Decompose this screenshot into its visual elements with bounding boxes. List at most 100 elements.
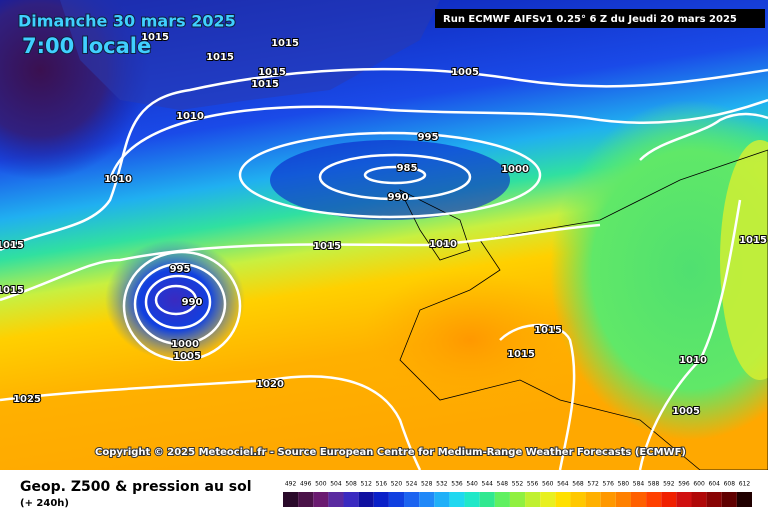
legend-label: 512 [360, 481, 372, 488]
isobar-label: 995 [418, 132, 439, 143]
isobar-label: 1015 [0, 240, 24, 251]
copyright: Copyright © 2025 Meteociel.fr - Source E… [95, 447, 686, 458]
footer-title: Geop. Z500 & pression au sol [20, 479, 252, 495]
date: Dimanche 30 mars 2025 [18, 12, 236, 31]
isobar-label: 1015 [141, 32, 169, 43]
legend-swatch [585, 492, 601, 507]
legend-swatch [736, 492, 752, 507]
legend-swatch [630, 492, 647, 507]
isobar-label: 1005 [173, 351, 201, 362]
legend-swatch [615, 492, 631, 507]
legend-label: 548 [497, 481, 509, 488]
isobar [363, 165, 427, 185]
footer-lead: (+ 240h) [20, 498, 69, 509]
isobar [0, 223, 601, 302]
legend-label: 508 [345, 481, 357, 488]
isobar-labels: 1015 1015 1015 1015 1015 1005 1010 995 985 990 100… [0, 31, 768, 418]
isobar-label: 1000 [501, 164, 529, 175]
isobar-label: 1015 [0, 285, 24, 296]
time: 7:00 locale [22, 34, 151, 58]
isobar [0, 67, 768, 252]
isobar-label: 1005 [672, 406, 700, 417]
legend-label: 536 [451, 481, 463, 488]
isobars [0, 67, 768, 471]
field [550, 100, 768, 440]
isobar [154, 284, 198, 316]
legend-swatch [646, 492, 662, 507]
legend-swatch [343, 492, 359, 507]
legend-swatch [479, 492, 495, 507]
legend-swatch [676, 492, 692, 507]
legend-swatch [509, 492, 526, 507]
isobar-label: 1025 [13, 394, 41, 405]
isobar-label: 1010 [176, 111, 204, 122]
legend: 492 496 500 504 508 512 516 520 524 528 532 536 540 5… [283, 481, 752, 507]
legend-swatch [283, 492, 299, 507]
isobar-label: 995 [170, 264, 191, 275]
isobar [238, 131, 542, 219]
isobar [318, 153, 472, 201]
legend-label: 592 [663, 481, 675, 488]
legend-label: 612 [739, 481, 751, 488]
legend-swatch [298, 492, 314, 507]
legend-label: 596 [678, 481, 690, 488]
isobar-label: 1000 [171, 339, 199, 350]
legend-label: 572 [587, 481, 599, 488]
isobar [499, 323, 576, 471]
legend-label: 520 [391, 481, 403, 488]
isobar-label: 1015 [271, 38, 299, 49]
legend-label: 544 [482, 481, 494, 488]
isobar-label: 1020 [256, 379, 284, 390]
legend-label: 556 [527, 481, 539, 488]
run-box [435, 9, 765, 28]
isobar-label: 1010 [679, 355, 707, 366]
isobar-label: 1010 [429, 239, 457, 250]
legend-swatch [525, 492, 541, 507]
run-info: Run ECMWF AIFSv1 0.25° 6 Z du Jeudi 20 m… [443, 14, 737, 25]
isobar [122, 250, 242, 362]
legend-swatch [404, 492, 420, 507]
legend-label: 504 [330, 481, 342, 488]
legend-swatch [449, 492, 465, 507]
isobar [108, 98, 768, 181]
isobar-label: 985 [397, 163, 418, 174]
legend-label: 588 [648, 481, 660, 488]
legend-swatch [540, 492, 556, 507]
legend-label: 604 [708, 481, 720, 488]
legend-label: 580 [618, 481, 630, 488]
isobar-label: 990 [182, 297, 203, 308]
isobar [144, 274, 212, 330]
legend-swatch [600, 492, 616, 507]
legend-swatch [494, 492, 510, 507]
isobar-label: 1015 [739, 235, 767, 246]
legend-swatch [555, 492, 571, 507]
legend-label: 524 [406, 481, 418, 488]
legend-label: 552 [512, 481, 524, 488]
coastline [399, 149, 768, 471]
isobar [133, 262, 227, 346]
legend-swatch [358, 492, 374, 507]
legend-label: 576 [603, 481, 615, 488]
isobar [638, 199, 742, 471]
isobar-label: 1015 [251, 79, 279, 90]
legend-swatch [691, 492, 707, 507]
isobar-label: 1010 [104, 174, 132, 185]
map: 1015 1015 1015 1015 1015 1005 1010 995 985 990 100… [0, 0, 768, 471]
isobar-label: 1015 [206, 52, 234, 63]
legend-swatch [419, 492, 435, 507]
land [60, 0, 440, 110]
legend-label: 584 [633, 481, 645, 488]
isobar-label: 1015 [534, 325, 562, 336]
legend-label: 560 [542, 481, 554, 488]
isobar-label: 990 [388, 192, 409, 203]
legend-swatch [706, 492, 722, 507]
legend-swatch [721, 492, 737, 507]
legend-swatch [373, 492, 389, 507]
legend-swatch [313, 492, 329, 507]
legend-swatch [434, 492, 450, 507]
legend-label: 492 [285, 481, 297, 488]
legend-label: 608 [724, 481, 736, 488]
legend-label: 568 [572, 481, 584, 488]
legend-label: 564 [557, 481, 569, 488]
